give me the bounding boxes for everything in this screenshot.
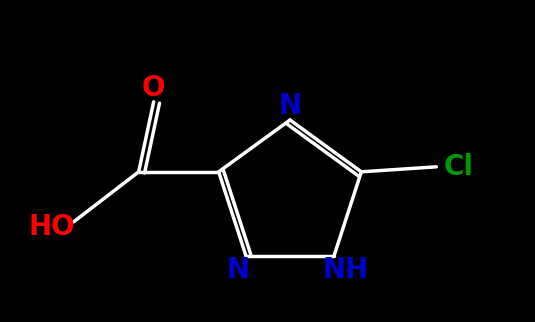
Text: N: N <box>278 92 302 120</box>
Text: O: O <box>142 74 165 102</box>
Text: HO: HO <box>28 213 75 241</box>
Text: N: N <box>226 256 249 284</box>
Text: Cl: Cl <box>444 153 473 181</box>
Text: NH: NH <box>323 256 369 284</box>
